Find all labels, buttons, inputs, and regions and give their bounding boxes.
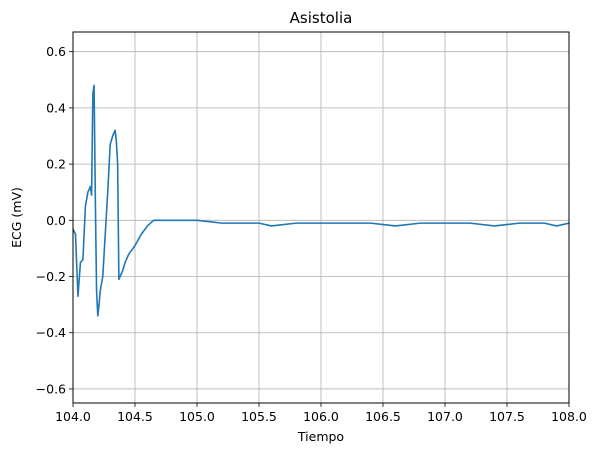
y-tick-label: −0.4 — [36, 325, 66, 340]
x-tick-label: 105.5 — [241, 409, 277, 424]
ecg-series-line — [73, 84, 569, 317]
chart-title: Asistolia — [290, 9, 353, 27]
y-tick-label: 0.4 — [46, 100, 66, 115]
x-tick-label: 107.5 — [489, 409, 525, 424]
grid — [72, 32, 570, 403]
x-tick-label: 106.5 — [365, 409, 401, 424]
y-axis: −0.6 −0.4 −0.2 0.0 0.2 0.4 0.6 — [36, 44, 73, 396]
y-axis-label: ECG (mV) — [9, 187, 24, 248]
x-tick-label: 105.0 — [179, 409, 215, 424]
x-axis: 104.0 104.5 105.0 105.5 106.0 106.5 107.0 107.5… — [55, 403, 587, 424]
x-axis-label: Tiempo — [297, 429, 344, 444]
x-tick-label: 106.0 — [303, 409, 339, 424]
x-tick-label: 107.0 — [427, 409, 463, 424]
y-tick-label: −0.2 — [36, 269, 66, 284]
y-tick-label: −0.6 — [36, 381, 66, 396]
x-tick-label: 104.5 — [117, 409, 153, 424]
y-tick-label: 0.0 — [46, 213, 66, 228]
x-tick-label: 104.0 — [55, 409, 91, 424]
y-tick-label: 0.2 — [46, 157, 66, 172]
x-tick-label: 108.0 — [551, 409, 587, 424]
y-tick-label: 0.6 — [46, 44, 66, 59]
series-layer — [73, 84, 569, 317]
